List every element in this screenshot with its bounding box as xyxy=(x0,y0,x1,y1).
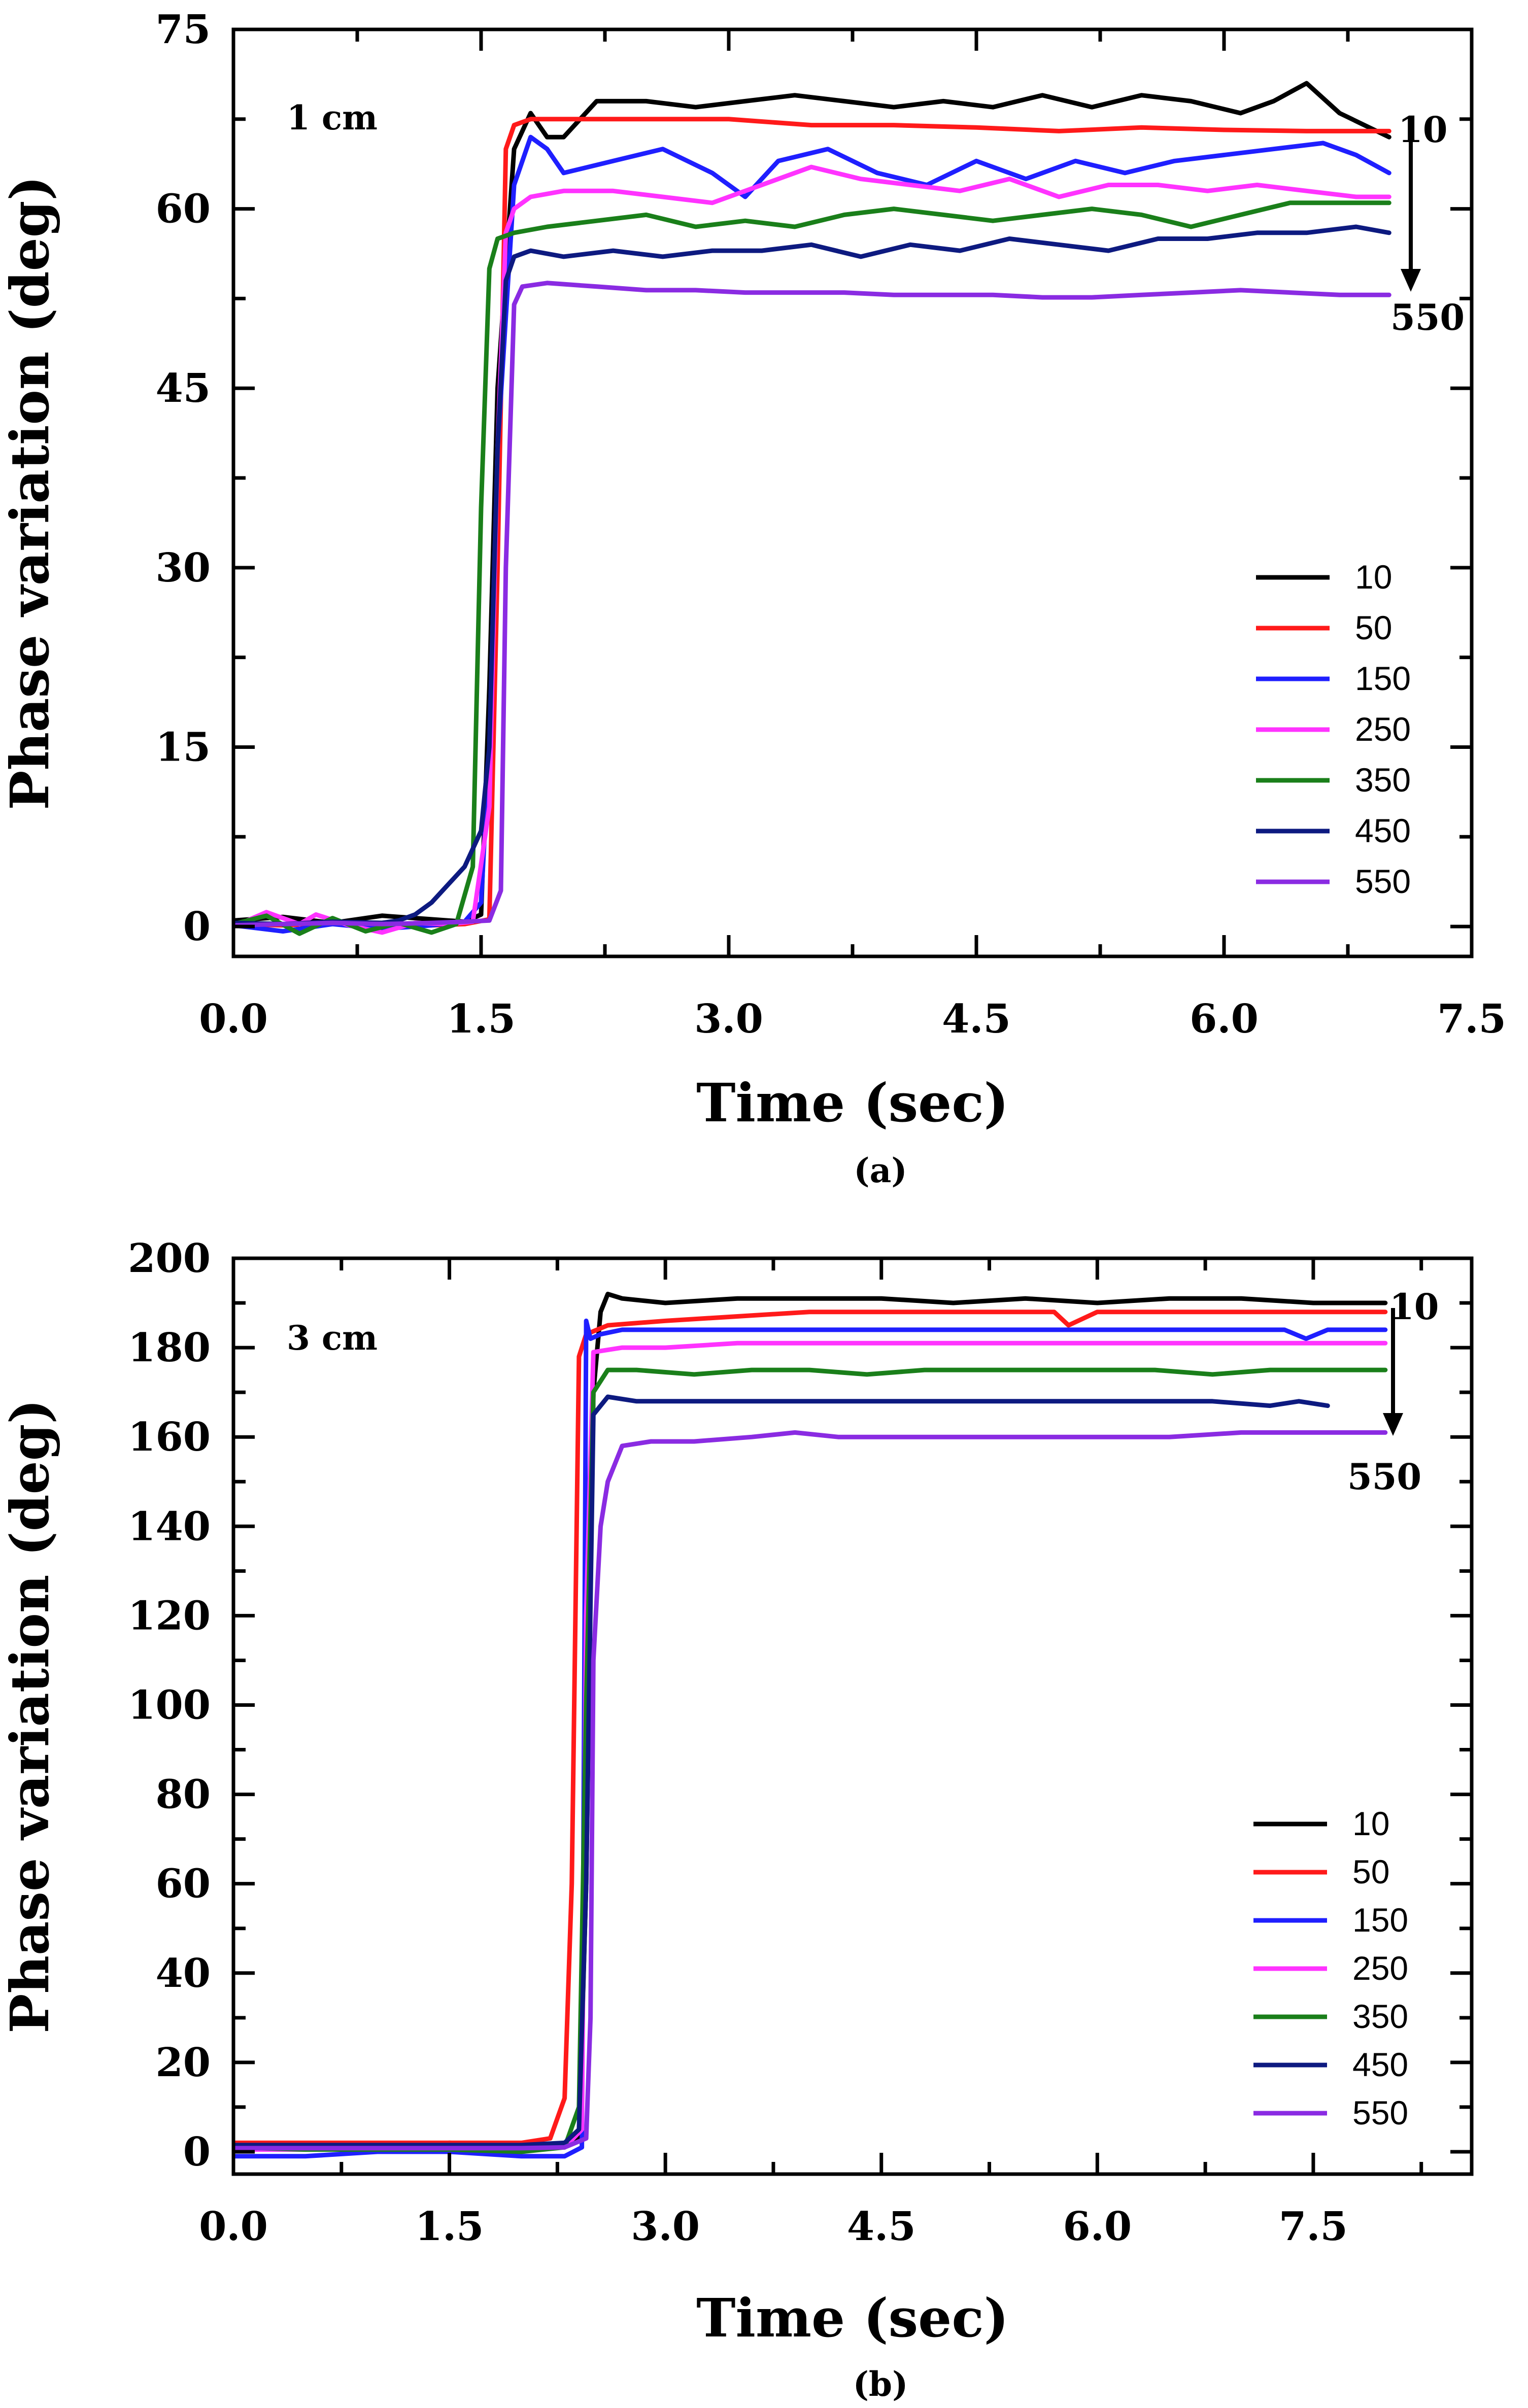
y-axis-label: Phase variation (deg) xyxy=(0,1399,61,2033)
y-tick-label: 30 xyxy=(155,545,211,591)
series-line-550 xyxy=(233,281,1391,928)
x-tick-label: 4.5 xyxy=(942,996,1011,1042)
y-tick-label: 60 xyxy=(155,1861,211,1907)
trend-arrow-head xyxy=(1401,269,1421,292)
series-line-550 xyxy=(233,1430,1388,2151)
y-tick-label: 75 xyxy=(155,7,211,53)
x-axis-label: Time (sec) xyxy=(696,2287,1009,2349)
y-tick-label: 45 xyxy=(155,365,211,411)
trend-arrow-head xyxy=(1383,1413,1403,1436)
x-tick-label: 6.0 xyxy=(1063,2204,1132,2250)
legend-label-150: 150 xyxy=(1352,1901,1408,1939)
series-line-350 xyxy=(233,1367,1388,2154)
legend: 10 50 150 250 350 450 550 xyxy=(1256,558,1411,900)
x-tick-label: 0.0 xyxy=(199,2204,268,2250)
legend-label-50: 50 xyxy=(1352,1853,1389,1890)
y-tick-label: 0 xyxy=(183,904,211,950)
series-line-250 xyxy=(233,1340,1388,2152)
panel-caption: (b) xyxy=(853,2364,908,2404)
x-tick-label: 4.5 xyxy=(847,2204,916,2250)
y-axis-label: Phase variation (deg) xyxy=(0,176,61,810)
arrow-label-top: 10 xyxy=(1398,109,1447,151)
legend-label-10: 10 xyxy=(1355,558,1392,596)
legend: 10 50 150 250 350 450 550 xyxy=(1253,1805,1408,2131)
arrow-label-top: 10 xyxy=(1389,1286,1439,1328)
y-tick-label: 140 xyxy=(128,1503,211,1550)
y-tick-label: 100 xyxy=(128,1682,211,1728)
panel-caption: (a) xyxy=(854,1151,907,1190)
panel-a: 0.0 1.5 3.0 4.5 6.0 7.5 0 15 30 45 60 75 Time (sec) P… xyxy=(0,7,1506,1190)
series-line-450 xyxy=(233,224,1391,926)
y-tick-label: 60 xyxy=(155,186,211,232)
distance-annotation: 1 cm xyxy=(287,98,378,137)
legend-label-10: 10 xyxy=(1352,1805,1389,1842)
series-line-150 xyxy=(233,1318,1388,2159)
y-tick-label: 20 xyxy=(155,2040,211,2086)
arrow-label-bottom: 550 xyxy=(1390,296,1465,338)
y-tick-label: 0 xyxy=(183,2129,211,2175)
series-group xyxy=(233,1291,1388,2159)
series-group xyxy=(233,81,1391,936)
y-tick-label: 40 xyxy=(155,1950,211,1997)
legend-label-450: 450 xyxy=(1355,812,1411,849)
legend-label-550: 550 xyxy=(1352,2094,1408,2131)
legend-label-350: 350 xyxy=(1355,761,1411,799)
plot-frame xyxy=(231,1256,1474,2176)
series-line-250 xyxy=(233,164,1391,935)
y-tick-label: 200 xyxy=(128,1235,211,1282)
series-line-50 xyxy=(233,117,1391,928)
legend-label-250: 250 xyxy=(1352,1949,1408,1987)
series-line-350 xyxy=(233,200,1391,936)
y-tick-label: 80 xyxy=(155,1772,211,1818)
x-tick-label: 7.5 xyxy=(1279,2204,1348,2250)
y-tick-label: 120 xyxy=(128,1593,211,1639)
y-tick-label: 160 xyxy=(128,1414,211,1460)
series-line-10 xyxy=(233,1291,1388,2150)
x-tick-label: 6.0 xyxy=(1190,996,1259,1042)
legend-label-250: 250 xyxy=(1355,710,1411,748)
y-tick-label: 180 xyxy=(128,1325,211,1371)
x-tick-label: 1.5 xyxy=(415,2204,484,2250)
panel-b: 0.0 1.5 3.0 4.5 6.0 7.5 0 20 40 60 80 100 120 140 160 1… xyxy=(0,1235,1474,2404)
x-axis-label: Time (sec) xyxy=(696,1072,1009,1134)
legend-label-350: 350 xyxy=(1352,1998,1408,2035)
arrow-label-bottom: 550 xyxy=(1347,1456,1421,1498)
legend-label-450: 450 xyxy=(1352,2046,1408,2083)
x-tick-label: 0.0 xyxy=(199,996,268,1042)
series-line-10 xyxy=(233,81,1391,925)
series-line-150 xyxy=(233,134,1391,934)
plot-frame xyxy=(231,27,1474,958)
legend-label-150: 150 xyxy=(1355,660,1411,697)
x-tick-label: 3.0 xyxy=(631,2204,700,2250)
distance-annotation: 3 cm xyxy=(287,1318,378,1358)
x-tick-label: 1.5 xyxy=(447,996,516,1042)
series-line-450 xyxy=(233,1394,1330,2148)
legend-label-50: 50 xyxy=(1355,609,1392,646)
y-tick-label: 15 xyxy=(155,724,211,770)
x-tick-label: 3.0 xyxy=(694,996,763,1042)
legend-label-550: 550 xyxy=(1355,863,1411,900)
x-tick-label: 7.5 xyxy=(1437,996,1506,1042)
